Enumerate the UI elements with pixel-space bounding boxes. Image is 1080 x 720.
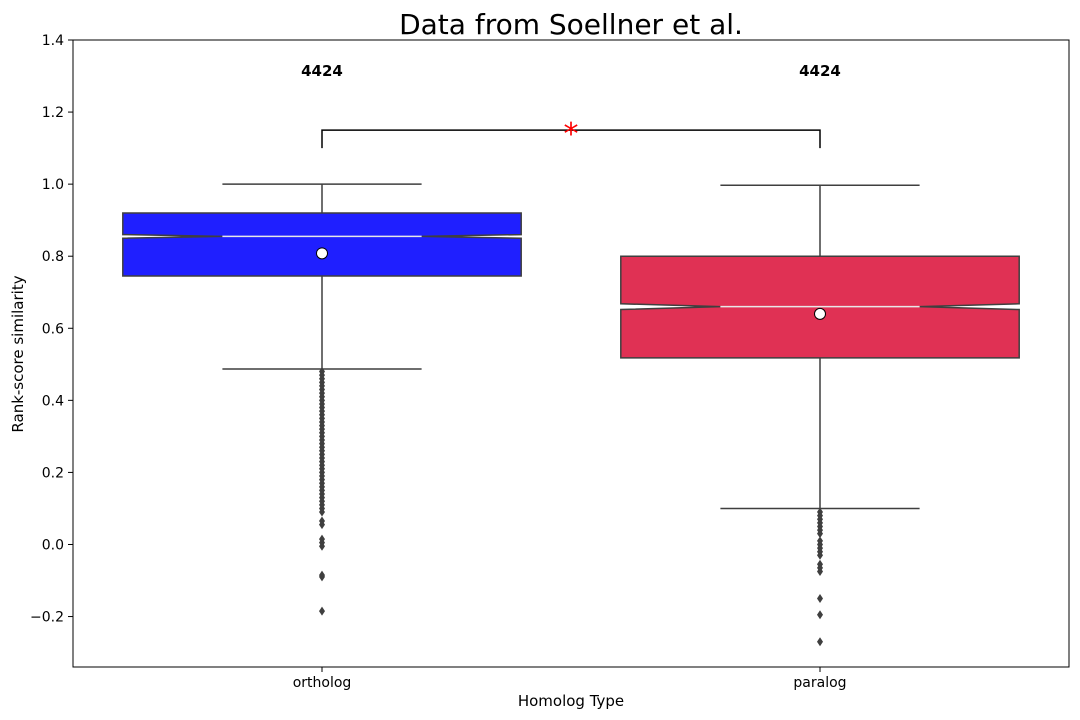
x-axis-label: Homolog Type — [518, 692, 624, 710]
y-tick-label: −0.2 — [30, 610, 64, 626]
box-ortholog: 4424 — [122, 62, 522, 616]
y-tick-label: 1.2 — [42, 105, 64, 121]
outlier-point — [319, 541, 325, 551]
count-label: 4424 — [301, 62, 343, 80]
y-tick-label: 1.0 — [42, 177, 64, 193]
outlier-point — [319, 520, 325, 530]
y-tick-label: 1.4 — [42, 33, 64, 49]
y-axis-label: Rank-score similarity — [9, 275, 27, 432]
y-tick-label: 0.2 — [42, 465, 64, 481]
mean-marker — [814, 307, 826, 320]
outlier-point — [817, 529, 823, 539]
plot-area: −0.2 0.0 0.2 0.4 0.6 0.8 1.0 1.2 1.4 ortholog para… — [30, 33, 1070, 691]
x-tick-label: paralog — [793, 675, 846, 691]
outlier-point — [817, 594, 823, 604]
outlier-point — [319, 507, 325, 517]
y-tick-label: 0.4 — [42, 393, 64, 409]
box-paralog: 4424 — [620, 62, 1020, 647]
x-tick-label: ortholog — [293, 675, 352, 691]
box-body — [122, 212, 522, 277]
outlier-point — [817, 550, 823, 560]
outlier-point — [319, 572, 325, 582]
outlier-point — [817, 637, 823, 647]
count-label: 4424 — [799, 62, 841, 80]
outlier-point — [817, 610, 823, 620]
significance-star: * — [564, 117, 579, 152]
chart-title: Data from Soellner et al. — [399, 8, 743, 41]
y-tick-label: 0.0 — [42, 537, 64, 553]
outlier-point — [817, 567, 823, 577]
outlier-point — [319, 606, 325, 616]
plot-frame — [72, 39, 1070, 668]
y-tick-label: 0.8 — [42, 249, 64, 265]
significance-bracket — [321, 129, 821, 149]
mean-marker — [316, 247, 328, 260]
y-tick-label: 0.6 — [42, 321, 64, 337]
